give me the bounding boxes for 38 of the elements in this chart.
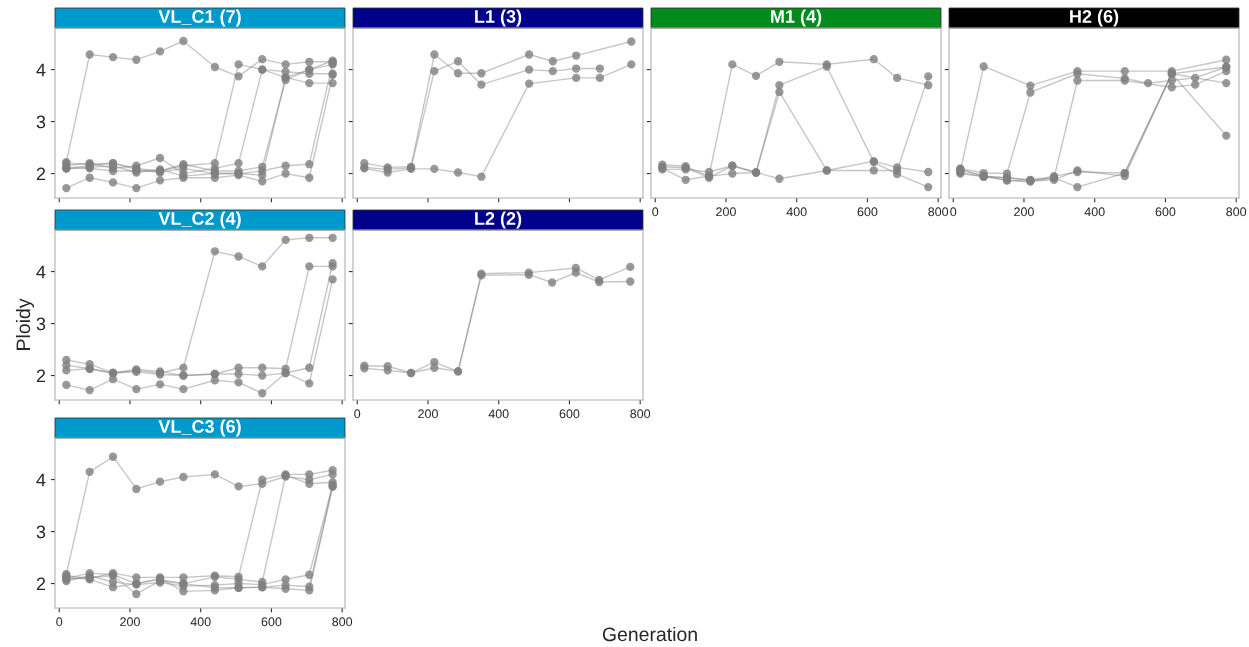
x-tick-label: 200 <box>120 617 140 627</box>
x-tick-label: 800 <box>1226 207 1247 217</box>
y-axis-title: Ploidy <box>15 298 35 350</box>
x-tick-label: 600 <box>1155 207 1176 217</box>
x-tick-label: 800 <box>928 207 949 217</box>
x-tick-label: 400 <box>488 409 509 419</box>
y-tick-label: 4 <box>36 63 46 77</box>
x-tick-label: 600 <box>559 409 580 419</box>
y-tick-label: 2 <box>36 167 46 181</box>
x-tick-label: 0 <box>652 207 659 217</box>
chart-title: M1 (4) <box>771 9 822 27</box>
y-tick-label: 4 <box>36 265 46 279</box>
y-tick-label: 2 <box>36 369 46 383</box>
y-tick-label: 2 <box>36 577 46 591</box>
x-tick-label: 600 <box>857 207 878 217</box>
x-tick-label: 0 <box>354 409 361 419</box>
chart-title: H2 (6) <box>1070 9 1119 27</box>
x-tick-label: 0 <box>56 617 63 627</box>
chart-title: VL_C2 (4) <box>158 211 241 229</box>
chart-title: VL_C1 (7) <box>158 9 241 27</box>
y-tick-label: 3 <box>36 525 46 539</box>
chart-title: L2 (2) <box>475 211 522 229</box>
chart-title: L1 (3) <box>475 9 522 27</box>
x-tick-label: 400 <box>190 617 211 627</box>
chart-title: VL_C3 (6) <box>158 419 241 437</box>
x-axis-title: Generation <box>602 626 697 642</box>
y-tick-label: 3 <box>36 115 46 129</box>
x-tick-label: 800 <box>630 409 651 419</box>
x-tick-label: 200 <box>1014 207 1034 217</box>
y-tick-label: 3 <box>36 317 46 331</box>
x-tick-label: 400 <box>786 207 807 217</box>
y-tick-label: 4 <box>36 473 46 487</box>
x-tick-label: 200 <box>716 207 736 217</box>
x-tick-label: 400 <box>1084 207 1105 217</box>
x-tick-label: 0 <box>950 207 957 217</box>
x-tick-label: 200 <box>418 409 438 419</box>
x-tick-label: 600 <box>261 617 282 627</box>
x-tick-label: 800 <box>332 617 353 627</box>
